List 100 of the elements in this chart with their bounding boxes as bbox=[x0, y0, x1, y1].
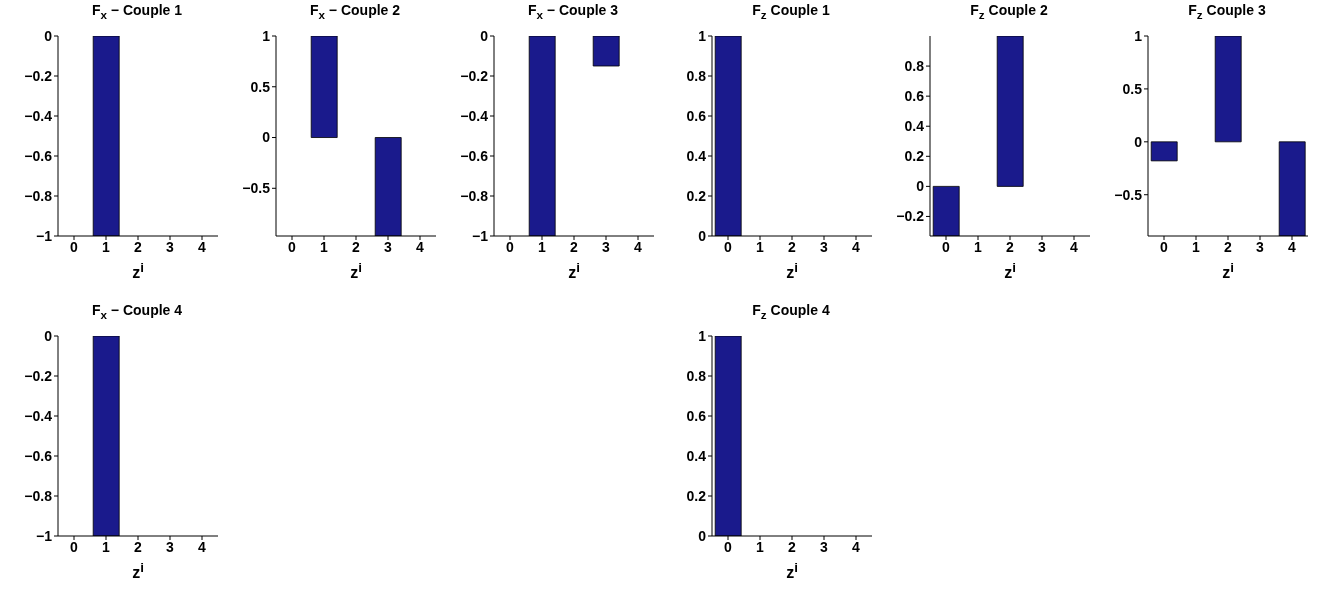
x-tick-label: 4 bbox=[1070, 238, 1079, 255]
x-tick-label: 3 bbox=[820, 538, 829, 555]
x-axis-title: z$^{i}$ bbox=[785, 560, 799, 583]
y-tick-label: 0.2 bbox=[686, 487, 707, 504]
x-tick-label: 0 bbox=[506, 238, 515, 255]
x-tick-label: 3 bbox=[1256, 238, 1265, 255]
x-tick-label: 0 bbox=[724, 238, 733, 255]
y-tick-label: 0.6 bbox=[686, 107, 707, 124]
y-tick-label: 0 bbox=[262, 129, 271, 146]
y-tick-label: −0.8 bbox=[24, 487, 53, 504]
x-tick-label: 2 bbox=[1006, 238, 1015, 255]
y-tick-label: −0.2 bbox=[896, 208, 925, 225]
y-tick-label: −0.6 bbox=[24, 147, 53, 164]
x-tick-label: 3 bbox=[384, 238, 393, 255]
x-tick-label: 3 bbox=[166, 238, 175, 255]
x-tick-label: 2 bbox=[570, 238, 579, 255]
x-tick-label: 2 bbox=[788, 238, 797, 255]
y-tick-label: −0.4 bbox=[24, 107, 53, 124]
x-tick-label: 4 bbox=[198, 238, 207, 255]
y-tick-label: 0.4 bbox=[686, 447, 707, 464]
x-tick-label: 2 bbox=[352, 238, 361, 255]
y-tick-label: 0 bbox=[698, 227, 707, 244]
y-tick-label: −0.2 bbox=[460, 67, 489, 84]
y-tick-label: 0.8 bbox=[686, 67, 707, 84]
y-tick-label: 1 bbox=[698, 327, 707, 344]
x-tick-label: 2 bbox=[134, 538, 143, 555]
y-tick-label: −1 bbox=[36, 227, 53, 244]
y-tick-label: 0.2 bbox=[904, 148, 925, 165]
y-tick-label: 0 bbox=[916, 178, 925, 195]
chart-title: F$_{z}$ Couple 2 bbox=[969, 2, 1049, 21]
y-tick-label: 0 bbox=[1134, 133, 1143, 150]
y-tick-label: 1 bbox=[1134, 27, 1143, 44]
x-axis-title: z$^{i}$ bbox=[131, 260, 145, 283]
y-tick-label: 0 bbox=[44, 327, 53, 344]
x-tick-label: 4 bbox=[852, 538, 861, 555]
y-tick-label: 1 bbox=[698, 27, 707, 44]
x-tick-label: 3 bbox=[166, 538, 175, 555]
x-tick-label: 2 bbox=[788, 538, 797, 555]
y-tick-label: −0.5 bbox=[242, 180, 271, 197]
x-tick-label: 1 bbox=[320, 238, 329, 255]
x-tick-label: 1 bbox=[538, 238, 547, 255]
y-tick-label: 0.6 bbox=[904, 88, 925, 105]
y-tick-label: 0.8 bbox=[686, 367, 707, 384]
y-tick-label: 1 bbox=[262, 27, 271, 44]
x-tick-label: 1 bbox=[1192, 238, 1201, 255]
chart-title: F$_{z}$ Couple 3 bbox=[1187, 2, 1267, 21]
y-tick-label: 0.5 bbox=[250, 78, 271, 95]
x-tick-label: 3 bbox=[602, 238, 611, 255]
x-tick-label: 4 bbox=[416, 238, 425, 255]
y-tick-label: 0.4 bbox=[904, 118, 925, 135]
x-tick-label: 4 bbox=[198, 538, 207, 555]
x-tick-label: 2 bbox=[134, 238, 143, 255]
chart-title: F$_{x}$ − Couple 1 bbox=[90, 2, 184, 21]
y-tick-label: −0.2 bbox=[24, 67, 53, 84]
x-tick-label: 1 bbox=[756, 238, 765, 255]
chart-title: F$_{z}$ Couple 4 bbox=[751, 302, 831, 321]
x-axis-title: z$^{i}$ bbox=[785, 260, 799, 283]
y-tick-label: 0.6 bbox=[686, 407, 707, 424]
x-tick-label: 1 bbox=[102, 538, 111, 555]
y-tick-label: 0 bbox=[480, 27, 489, 44]
x-tick-label: 1 bbox=[974, 238, 983, 255]
x-axis-title: z$^{i}$ bbox=[349, 260, 363, 283]
x-tick-label: 3 bbox=[1038, 238, 1047, 255]
x-tick-label: 1 bbox=[756, 538, 765, 555]
x-tick-label: 0 bbox=[288, 238, 297, 255]
x-axis-title: z$^{i}$ bbox=[131, 560, 145, 583]
y-tick-label: 0.2 bbox=[686, 187, 707, 204]
chart-title: F$_{x}$ − Couple 2 bbox=[308, 2, 402, 21]
y-tick-label: 0.8 bbox=[904, 58, 925, 75]
y-tick-label: 0.5 bbox=[1122, 80, 1143, 97]
chart-title: F$_{x}$ − Couple 4 bbox=[90, 302, 184, 321]
y-tick-label: −0.6 bbox=[24, 447, 53, 464]
x-tick-label: 4 bbox=[1288, 238, 1297, 255]
x-tick-label: 4 bbox=[634, 238, 643, 255]
chart-title: F$_{z}$ Couple 1 bbox=[751, 2, 831, 21]
x-axis-title: z$^{i}$ bbox=[1003, 260, 1017, 283]
y-tick-label: −0.8 bbox=[24, 187, 53, 204]
x-tick-label: 2 bbox=[1224, 238, 1233, 255]
x-tick-label: 3 bbox=[820, 238, 829, 255]
x-axis-title: z$^{i}$ bbox=[567, 260, 581, 283]
y-tick-label: −0.2 bbox=[24, 367, 53, 384]
x-tick-label: 0 bbox=[724, 538, 733, 555]
chart-title: F$_{x}$ − Couple 3 bbox=[526, 2, 620, 21]
y-tick-label: −0.4 bbox=[24, 407, 53, 424]
y-tick-label: 0 bbox=[44, 27, 53, 44]
y-tick-label: 0.4 bbox=[686, 147, 707, 164]
y-tick-label: −0.4 bbox=[460, 107, 489, 124]
y-tick-label: −0.8 bbox=[460, 187, 489, 204]
x-tick-label: 1 bbox=[102, 238, 111, 255]
y-tick-label: −0.5 bbox=[1114, 186, 1143, 203]
x-axis-title: z$^{i}$ bbox=[1221, 260, 1235, 283]
y-tick-label: 0 bbox=[698, 527, 707, 544]
x-tick-label: 0 bbox=[942, 238, 951, 255]
x-tick-label: 4 bbox=[852, 238, 861, 255]
x-tick-label: 0 bbox=[70, 538, 79, 555]
x-tick-label: 0 bbox=[70, 238, 79, 255]
y-tick-label: −0.6 bbox=[460, 147, 489, 164]
y-tick-label: −1 bbox=[472, 227, 489, 244]
y-tick-label: −1 bbox=[36, 527, 53, 544]
x-tick-label: 0 bbox=[1160, 238, 1169, 255]
